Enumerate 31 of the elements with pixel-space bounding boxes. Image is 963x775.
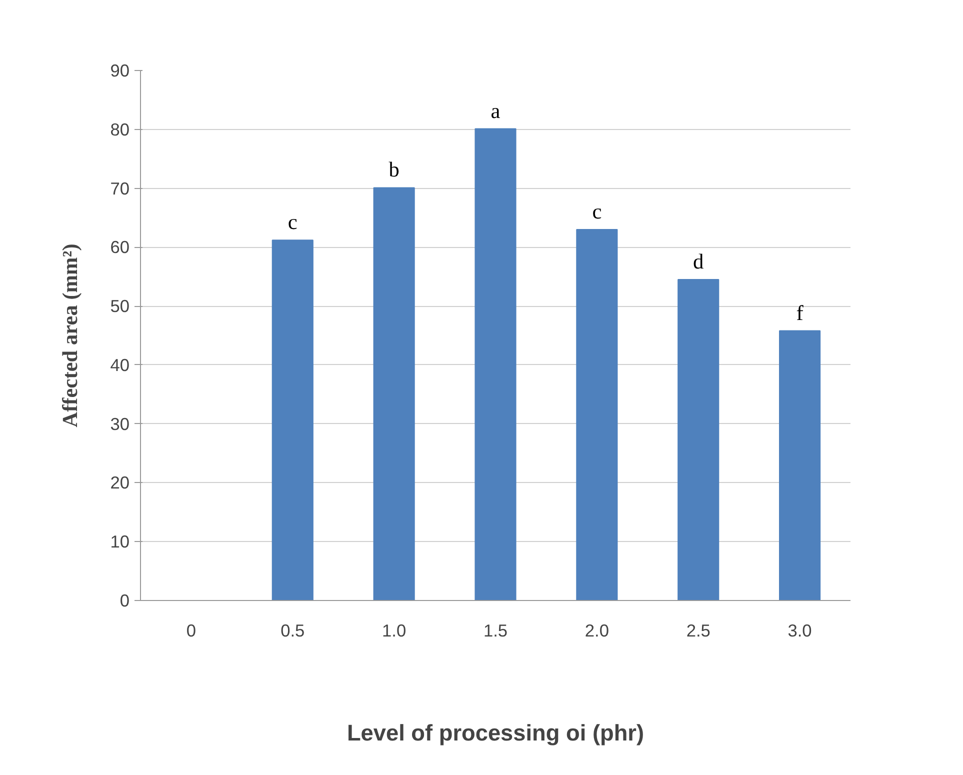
y-tick-label: 10 (110, 532, 130, 552)
bar (474, 128, 516, 600)
x-tick-label: 3.0 (788, 620, 812, 640)
annotation: a (490, 98, 501, 123)
y-tick-label: 30 (110, 414, 130, 434)
x-tick-label: 1.5 (483, 620, 508, 640)
y-tick-label: 80 (110, 119, 130, 140)
y-tick-label: 70 (110, 178, 130, 198)
annotation: b (388, 158, 400, 182)
annotation: f (796, 300, 804, 325)
annotation: c (288, 210, 298, 234)
y-tick-label: 90 (110, 60, 130, 80)
x-tick-label: 2.5 (686, 620, 710, 640)
bar (678, 279, 720, 600)
y-tick-label: 0 (120, 590, 130, 610)
x-axis-title: Level of processing oi (phr) (346, 720, 644, 746)
bar (779, 330, 821, 600)
annotation: c (592, 200, 602, 224)
x-tick-label: 1.0 (382, 620, 406, 640)
y-tick-label: 50 (110, 296, 130, 316)
bar (373, 187, 415, 600)
annotation: d (693, 250, 704, 274)
x-tick-label: 2.0 (584, 620, 609, 640)
x-tick-label: 0 (186, 620, 196, 640)
y-axis-title: Affected area (mm²) (58, 244, 82, 428)
y-tick-label: 60 (110, 237, 130, 258)
bar (272, 240, 314, 600)
y-tick-label: 40 (110, 354, 130, 375)
bar (576, 229, 618, 600)
x-tick-label: 0.5 (280, 620, 305, 640)
y-tick-label: 20 (110, 472, 130, 493)
